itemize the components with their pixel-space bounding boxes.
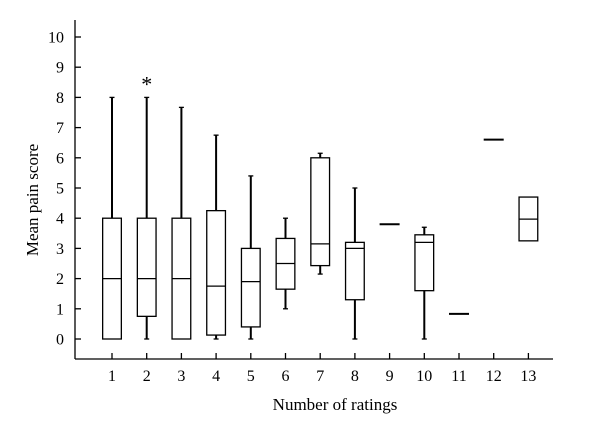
x-tick-label: 11 [451,368,466,385]
x-tick-label: 2 [143,368,151,385]
y-tick-label: 3 [56,241,64,258]
box-iqr [310,157,331,267]
y-tick-label: 1 [56,301,64,318]
box-5 [240,175,261,340]
x-tick-label: 13 [520,368,536,385]
box-8 [344,187,365,340]
box-iqr [136,217,157,317]
y-tick-label: 10 [48,30,64,47]
box-7 [310,152,331,275]
box-3 [171,106,192,340]
box-iqr [344,241,365,301]
box-1 [102,96,123,340]
outlier-asterisk: * [141,71,152,96]
box-series [102,96,539,340]
x-tick-label: 1 [108,368,116,385]
x-tick-label: 8 [351,368,359,385]
y-tick-label: 9 [56,60,64,77]
box-iqr [206,209,227,336]
box-10 [414,226,435,340]
x-tick-label: 5 [247,368,255,385]
y-tick-label: 6 [56,150,64,167]
x-tick-label: 12 [486,368,502,385]
annotations: * [141,71,152,96]
x-tick-label: 6 [282,368,290,385]
x-tick-label: 10 [416,368,432,385]
x-axis-ticks: 1 2 3 4 5 6 7 8 9 10 11 12 13 [108,353,536,385]
box-2 [136,96,157,340]
box-iqr [414,234,435,292]
x-tick-label: 3 [177,368,185,385]
axes [74,20,553,360]
y-tick-label: 7 [56,120,64,137]
y-tick-label: 5 [56,181,64,198]
box-iqr [240,247,261,328]
box-13 [518,196,539,242]
box-4 [206,134,227,340]
y-axis-ticks: 0 1 2 3 4 5 6 7 8 9 10 [48,30,81,349]
y-tick-label: 8 [56,90,64,107]
x-axis-label: Number of ratings [273,395,398,414]
x-tick-label: 9 [386,368,394,385]
x-tick-label: 4 [212,368,220,385]
x-tick-label: 7 [316,368,324,385]
y-tick-label: 0 [56,332,64,349]
y-tick-label: 4 [56,211,64,228]
y-axis-label: Mean pain score [23,144,42,256]
box-6 [275,217,296,310]
y-tick-label: 2 [56,271,64,288]
